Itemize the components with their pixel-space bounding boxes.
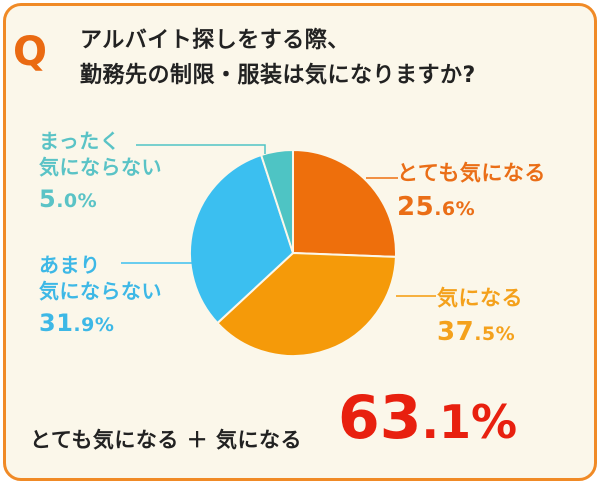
question-mark-badge: Q (13, 29, 48, 75)
leader-line-not-concerned-at-all (136, 144, 266, 154)
slice-label-not-very-concerned: あまり 気にならない 31.9% (39, 252, 162, 337)
pie-slices (189, 148, 397, 358)
leader-lines (121, 144, 436, 297)
summary-total-value: 63.1% (338, 383, 518, 453)
pie-slice-concerned (216, 251, 397, 358)
slice-name: 気になる (437, 286, 523, 310)
summary-label: とても気になる ＋ 気になる (30, 428, 302, 452)
slice-percentage: 37.5% (437, 316, 516, 347)
slice-name-line-1: まったく (39, 129, 121, 153)
pie-slice-not-concerned-at-all (259, 148, 294, 254)
slice-percentage: 31.9% (39, 308, 115, 337)
slice-label-not-concerned-at-all: まったく 気にならない 5.0% (39, 128, 162, 213)
slice-percentage: 5.0% (39, 184, 98, 213)
pie-slice-very-concerned (292, 148, 397, 258)
question-line-2: 勤務先の制限・服装は気になりますか? (80, 62, 476, 88)
question-title: アルバイト探しをする際、 勤務先の制限・服装は気になりますか? (80, 24, 476, 94)
slice-label-very-concerned: とても気になる 25.6% (397, 160, 546, 222)
slice-name-line-2: 気にならない (39, 279, 162, 304)
slice-name: とても気になる (397, 161, 546, 185)
slice-name-line-2: 気にならない (39, 155, 162, 180)
slice-name-line-1: あまり (39, 253, 101, 277)
question-line-1: アルバイト探しをする際、 (80, 28, 350, 53)
slice-label-concerned: 気になる 37.5% (437, 285, 523, 347)
pie-slice-not-very-concerned (189, 153, 295, 325)
slice-percentage: 25.6% (397, 191, 476, 222)
